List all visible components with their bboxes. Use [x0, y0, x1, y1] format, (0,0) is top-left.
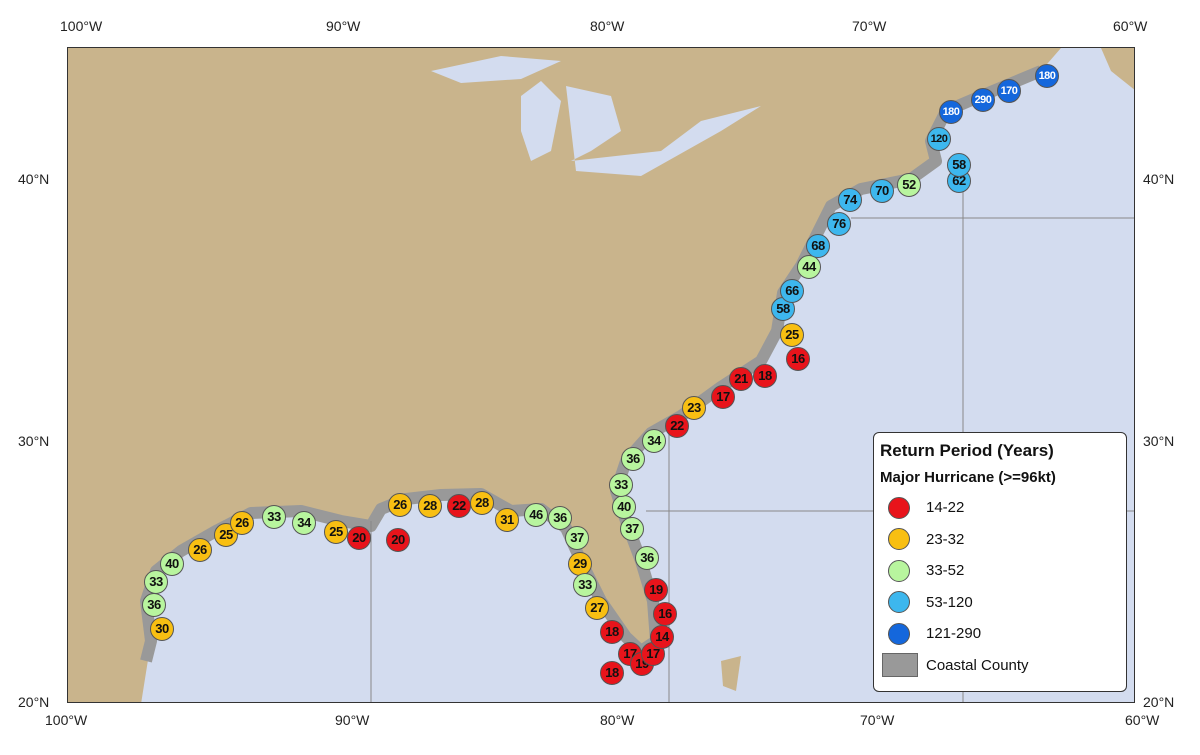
lon-label-bottom: 90°W	[335, 712, 370, 728]
return-period-marker: 25	[780, 323, 804, 347]
legend-label: 23-32	[926, 530, 965, 548]
return-period-marker: 31	[495, 508, 519, 532]
return-period-marker: 26	[230, 511, 254, 535]
return-period-marker: 20	[386, 528, 410, 552]
lon-label-top: 100°W	[60, 18, 103, 34]
return-period-marker: 40	[160, 552, 184, 576]
return-period-marker: 44	[797, 255, 821, 279]
legend-item: 14-22	[880, 492, 1120, 524]
land	[68, 48, 1061, 702]
return-period-marker: 23	[682, 396, 706, 420]
lon-label-bottom: 80°W	[600, 712, 635, 728]
lon-label-top: 70°W	[852, 18, 887, 34]
legend-item: 121-290	[880, 618, 1120, 650]
legend-label: Coastal County	[926, 656, 1029, 674]
lake-michigan	[521, 81, 561, 161]
legend-swatch	[888, 591, 910, 614]
return-period-marker: 27	[585, 596, 609, 620]
return-period-marker: 14	[650, 625, 674, 649]
return-period-marker: 22	[447, 494, 471, 518]
return-period-marker: 37	[620, 517, 644, 541]
lat-label-left: 30°N	[18, 433, 50, 449]
return-period-marker: 18	[753, 364, 777, 388]
lake-huron-erie-ontario	[566, 86, 761, 176]
return-period-marker: 52	[897, 173, 921, 197]
lake-superior	[431, 56, 561, 83]
lon-label-bottom: 100°W	[45, 712, 88, 728]
legend-title: Return Period (Years)	[880, 441, 1054, 460]
return-period-marker: 76	[827, 212, 851, 236]
legend-label: 33-52	[926, 562, 965, 580]
return-period-marker: 120	[927, 127, 951, 151]
return-period-marker: 46	[524, 503, 548, 527]
legend-subtitle: Major Hurricane (>=96kt)	[880, 469, 1056, 486]
return-period-marker: 33	[262, 505, 286, 529]
return-period-marker: 180	[1035, 64, 1059, 88]
legend-item: Coastal County	[880, 650, 1120, 682]
return-period-marker: 26	[388, 493, 412, 517]
return-period-marker: 74	[838, 188, 862, 212]
legend-item: 33-52	[880, 555, 1120, 587]
return-period-marker: 290	[971, 88, 995, 112]
return-period-marker: 16	[786, 347, 810, 371]
legend-label: 14-22	[926, 499, 965, 517]
return-period-marker: 36	[635, 546, 659, 570]
lon-label-bottom: 70°W	[860, 712, 895, 728]
coastal-county-swatch	[882, 653, 918, 678]
return-period-marker: 34	[292, 511, 316, 535]
return-period-marker: 22	[665, 414, 689, 438]
legend: Return Period (Years) Major Hurricane (>…	[873, 432, 1127, 692]
legend-label: 121-290	[926, 625, 982, 643]
return-period-marker: 25	[324, 520, 348, 544]
lat-label-left: 40°N	[18, 171, 50, 187]
return-period-marker: 28	[418, 494, 442, 518]
return-period-marker: 33	[573, 573, 597, 597]
lat-label-left: 20°N	[18, 694, 50, 710]
lon-label-bottom: 60°W	[1125, 712, 1160, 728]
return-period-marker: 36	[548, 506, 572, 530]
return-period-marker: 21	[729, 367, 753, 391]
lon-label-top: 60°W	[1113, 18, 1148, 34]
legend-label: 53-120	[926, 593, 973, 611]
lat-label-right: 30°N	[1143, 433, 1175, 449]
lat-label-right: 40°N	[1143, 171, 1175, 187]
return-period-marker: 36	[142, 593, 166, 617]
return-period-marker: 58	[947, 153, 971, 177]
return-period-marker: 70	[870, 179, 894, 203]
canada-maritimes	[1101, 48, 1134, 90]
legend-swatch	[888, 496, 910, 519]
return-period-marker: 37	[565, 526, 589, 550]
lon-label-top: 90°W	[326, 18, 361, 34]
return-period-marker: 33	[609, 473, 633, 497]
return-period-marker: 20	[347, 526, 371, 550]
return-period-marker: 66	[780, 279, 804, 303]
cuba	[721, 656, 741, 691]
return-period-marker: 68	[806, 234, 830, 258]
return-period-marker: 34	[642, 429, 666, 453]
return-period-marker: 28	[470, 491, 494, 515]
return-period-marker: 17	[711, 385, 735, 409]
return-period-marker: 33	[144, 570, 168, 594]
return-period-marker: 19	[644, 578, 668, 602]
return-period-marker: 26	[188, 538, 212, 562]
legend-item: 53-120	[880, 587, 1120, 619]
return-period-marker: 16	[653, 602, 677, 626]
lat-label-right: 20°N	[1143, 694, 1175, 710]
legend-item: 23-32	[880, 524, 1120, 556]
legend-swatch	[888, 559, 910, 582]
return-period-marker: 18	[600, 661, 624, 685]
return-period-marker: 18	[600, 620, 624, 644]
lon-label-top: 80°W	[590, 18, 625, 34]
legend-swatch	[888, 622, 910, 645]
return-period-marker: 36	[621, 447, 645, 471]
return-period-marker: 180	[939, 100, 963, 124]
return-period-marker: 40	[612, 495, 636, 519]
return-period-marker: 170	[997, 79, 1021, 103]
return-period-marker: 29	[568, 552, 592, 576]
return-period-marker: 30	[150, 617, 174, 641]
legend-swatch	[888, 528, 910, 551]
